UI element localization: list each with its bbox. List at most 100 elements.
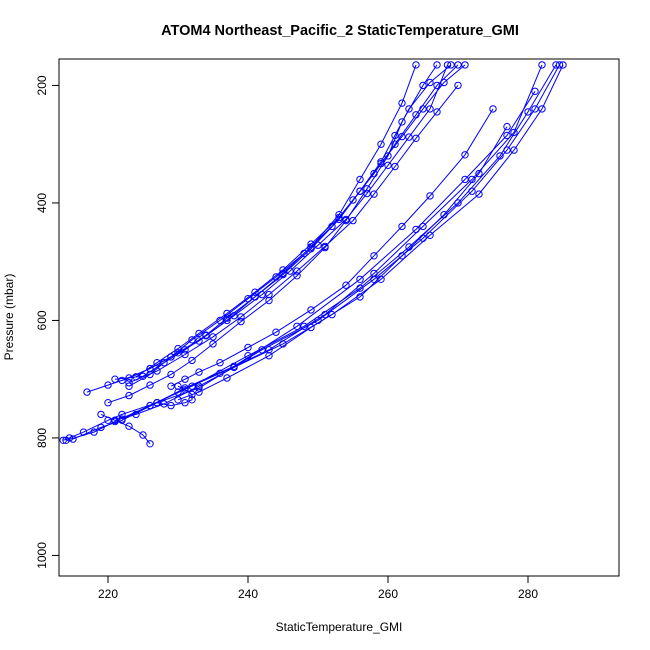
series-6 bbox=[104, 61, 441, 407]
data-point bbox=[321, 242, 329, 251]
y-axis-label: Pressure (mbar) bbox=[2, 274, 16, 361]
data-point bbox=[174, 396, 182, 404]
data-point bbox=[265, 296, 273, 305]
chart-title: ATOM4 Northeast_Pacific_2 StaticTemperat… bbox=[161, 23, 519, 39]
data-point bbox=[328, 222, 336, 231]
data-point bbox=[489, 105, 497, 113]
data-point bbox=[328, 310, 336, 319]
data-point bbox=[377, 159, 385, 168]
data-point bbox=[279, 266, 287, 274]
data-point bbox=[216, 359, 224, 367]
series-4 bbox=[118, 61, 546, 423]
data-point bbox=[433, 81, 441, 90]
data-point bbox=[461, 151, 469, 159]
data-point bbox=[125, 382, 133, 390]
series-line bbox=[65, 64, 557, 441]
data-point bbox=[531, 105, 539, 113]
data-point bbox=[146, 370, 154, 379]
data-point bbox=[321, 310, 329, 319]
data-point bbox=[335, 213, 343, 222]
data-point bbox=[111, 416, 119, 424]
data-point bbox=[443, 61, 452, 69]
data-point bbox=[531, 87, 539, 96]
data-point bbox=[370, 269, 378, 278]
data-point bbox=[230, 362, 238, 370]
data-point bbox=[69, 435, 77, 443]
data-point bbox=[503, 122, 511, 131]
series-line bbox=[86, 64, 417, 393]
data-point bbox=[97, 423, 105, 432]
data-point bbox=[167, 382, 175, 390]
data-point bbox=[167, 370, 175, 379]
x-tick-label: 220 bbox=[98, 587, 118, 601]
data-point bbox=[370, 252, 378, 260]
data-point bbox=[454, 199, 462, 207]
data-point bbox=[440, 211, 448, 219]
series-line bbox=[170, 108, 494, 387]
data-point bbox=[391, 162, 399, 171]
data-point bbox=[349, 196, 357, 204]
data-point bbox=[370, 190, 378, 198]
data-point bbox=[181, 399, 189, 407]
series-line bbox=[107, 64, 438, 404]
data-point bbox=[104, 399, 112, 407]
data-point bbox=[384, 161, 392, 170]
x-tick-label: 280 bbox=[518, 587, 538, 601]
data-point bbox=[496, 152, 504, 160]
series-12 bbox=[174, 122, 511, 404]
data-point bbox=[447, 61, 455, 69]
y-tick-label: 600 bbox=[35, 310, 49, 330]
data-point bbox=[174, 349, 182, 357]
data-point bbox=[405, 243, 413, 251]
data-point bbox=[237, 313, 245, 321]
data-point bbox=[426, 105, 434, 113]
data-point bbox=[475, 190, 483, 198]
data-point bbox=[181, 350, 189, 359]
series-line bbox=[156, 385, 193, 407]
data-point bbox=[356, 275, 364, 283]
series-line bbox=[114, 64, 452, 380]
series-line bbox=[63, 64, 560, 441]
data-point bbox=[412, 134, 420, 143]
data-point bbox=[244, 343, 252, 352]
series-10 bbox=[118, 61, 452, 385]
data-point bbox=[125, 422, 133, 430]
data-point bbox=[293, 267, 301, 275]
data-point bbox=[391, 140, 399, 148]
data-point bbox=[384, 152, 392, 160]
data-point bbox=[139, 431, 147, 439]
data-point bbox=[426, 78, 434, 87]
data-point bbox=[272, 328, 280, 336]
series-line bbox=[121, 64, 543, 420]
series-9 bbox=[132, 61, 469, 381]
data-point bbox=[188, 390, 196, 399]
data-point bbox=[356, 175, 364, 184]
data-point bbox=[265, 290, 273, 299]
data-point bbox=[195, 388, 203, 396]
series-line bbox=[177, 126, 508, 401]
data-point bbox=[370, 169, 378, 178]
data-point bbox=[419, 81, 427, 90]
data-point bbox=[377, 140, 385, 148]
data-point bbox=[111, 375, 119, 383]
data-point bbox=[174, 382, 182, 390]
data-point bbox=[118, 415, 126, 423]
plot-frame bbox=[58, 58, 620, 577]
data-point bbox=[503, 131, 511, 140]
x-axis: 220 240 260 280 bbox=[98, 575, 538, 601]
data-point bbox=[146, 440, 154, 448]
data-point bbox=[216, 369, 224, 377]
data-point bbox=[188, 396, 196, 404]
data-point bbox=[524, 108, 532, 116]
data-point bbox=[419, 222, 427, 231]
series-2 bbox=[111, 61, 567, 424]
data-point bbox=[363, 189, 371, 198]
data-point bbox=[209, 340, 217, 348]
data-point bbox=[510, 128, 518, 137]
data-point bbox=[398, 99, 406, 107]
data-point bbox=[174, 344, 182, 353]
data-point bbox=[559, 61, 567, 69]
series-line bbox=[121, 64, 448, 381]
data-point bbox=[146, 381, 154, 389]
